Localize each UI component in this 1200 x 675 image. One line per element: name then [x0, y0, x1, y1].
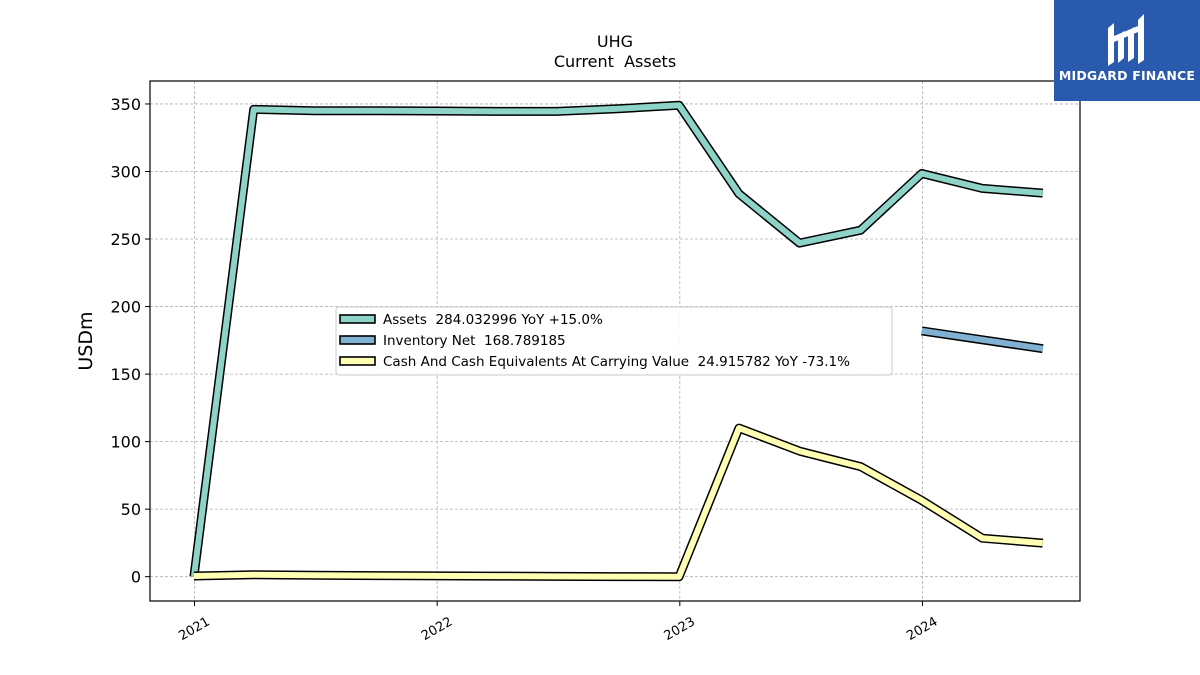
legend-swatch-assets [339, 314, 376, 324]
y-tick-label: 100 [110, 433, 141, 452]
y-tick-label: 200 [110, 298, 141, 317]
x-tick-label: 2024 [904, 614, 940, 644]
legend: Assets 284.032996 YoY +15.0% Inventory Ne… [335, 306, 893, 376]
y-tick-label: 250 [110, 230, 141, 249]
y-axis-ticks: 0 50 100 150 200 250 300 350 [110, 95, 150, 587]
series-lines [189, 100, 1044, 582]
series-outline-cash-and-cash-equivalents-at-carrying-value [193, 423, 1044, 582]
y-tick-label: 50 [121, 500, 141, 519]
y-tick-label: 300 [110, 162, 141, 181]
y-axis-label: USDm [75, 311, 97, 370]
series-line-cash-and-cash-equivalents-at-carrying-value [193, 425, 1044, 580]
legend-label-inventory-net: Inventory Net 168.789185 [383, 333, 566, 349]
logo-mark-icon [1108, 14, 1144, 66]
logo-text: MIDGARD FINANCE [1058, 68, 1196, 83]
chart-title: UHG [597, 32, 633, 51]
y-tick-label: 0 [131, 568, 141, 587]
x-axis-ticks: 2021 2022 2023 2024 [176, 601, 940, 644]
chart-subtitle: Current Assets [554, 52, 676, 71]
y-tick-label: 150 [110, 365, 141, 384]
plot-frame [149, 80, 1081, 602]
brand-logo: MIDGARD FINANCE [1054, 0, 1200, 101]
x-tick-label: 2022 [419, 614, 455, 644]
y-tick-label: 350 [110, 95, 141, 114]
legend-swatch-cash-and-cash-equivalents-at-carrying-value [339, 356, 376, 366]
legend-label-cash-and-cash-equivalents-at-carrying-value: Cash And Cash Equivalents At Carrying Va… [383, 354, 850, 370]
x-tick-label: 2023 [662, 614, 698, 644]
legend-label-assets: Assets 284.032996 YoY +15.0% [383, 312, 603, 328]
legend-swatch-inventory-net [339, 335, 376, 345]
x-tick-label: 2021 [176, 614, 212, 644]
series-line-inventory-net [921, 327, 1044, 352]
series-line-assets [190, 102, 1044, 578]
legend-box [335, 306, 893, 376]
